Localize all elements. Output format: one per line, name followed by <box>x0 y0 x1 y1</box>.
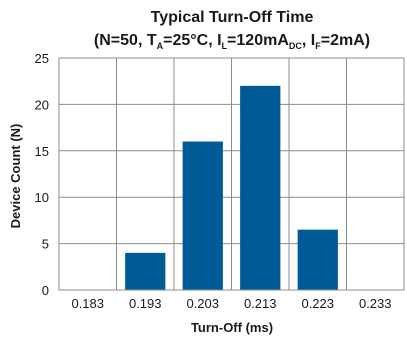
x-tick-label: 0.213 <box>244 296 277 311</box>
grid-lines <box>59 57 404 291</box>
y-tick-label: 10 <box>35 190 49 205</box>
x-tick-label: 0.223 <box>301 296 334 311</box>
bar-0.193 <box>125 252 166 290</box>
y-tick-label: 5 <box>42 237 49 252</box>
bar-0.213 <box>240 85 281 290</box>
x-tick-label: 0.193 <box>129 296 162 311</box>
chart-title: Typical Turn-Off Time <box>151 9 314 26</box>
x-tick-labels: 0.183 0.193 0.203 0.213 0.223 0.233 <box>71 296 391 311</box>
bar-0.223 <box>297 229 338 290</box>
bar-0.203 <box>182 141 223 290</box>
y-tick-labels: 0 5 10 15 20 25 <box>35 51 49 298</box>
chart-subtitle: (N=50, TA=25°C, IL=120mADC, IF=2mA) <box>94 32 370 51</box>
x-tick-label: 0.183 <box>71 296 104 311</box>
bars <box>125 85 338 290</box>
plot-frame <box>58 57 405 291</box>
y-tick-label: 15 <box>35 144 49 159</box>
y-tick-label: 25 <box>35 51 49 66</box>
y-tick-label: 20 <box>35 97 49 112</box>
y-tick-label: 0 <box>42 283 49 298</box>
x-tick-label: 0.203 <box>186 296 219 311</box>
x-tick-label: 0.233 <box>359 296 392 311</box>
y-axis-label: Device Count (N) <box>8 124 23 229</box>
x-axis-label: Turn-Off (ms) <box>191 320 273 335</box>
